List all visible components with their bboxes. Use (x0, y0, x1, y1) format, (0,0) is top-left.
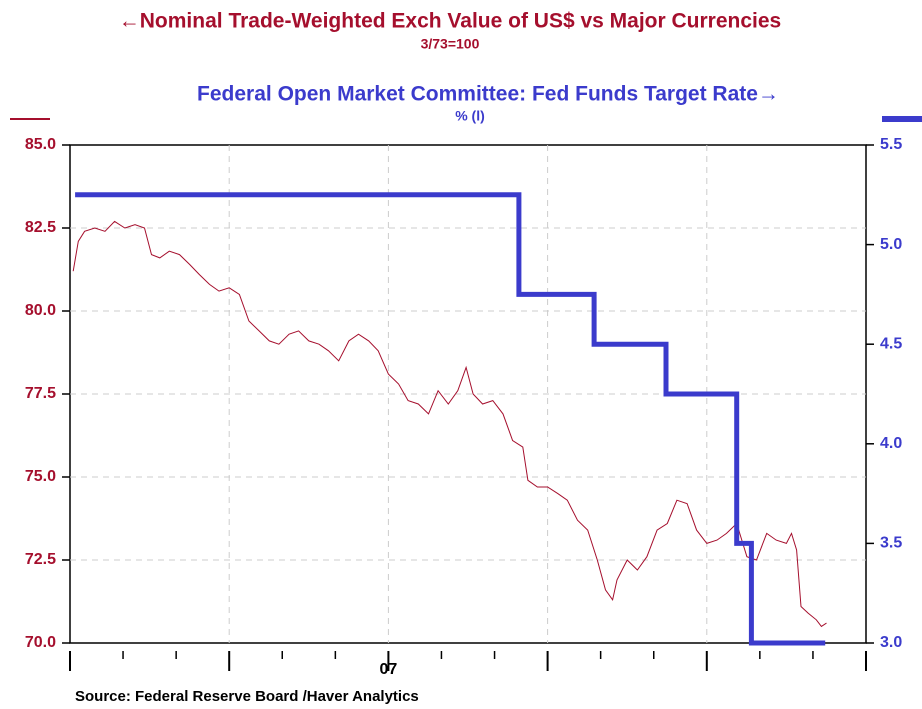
y-tick-label: 80.0 (25, 302, 56, 319)
y2-tick-label: 4.5 (880, 335, 902, 352)
x-tick-label: 07 (380, 661, 398, 678)
y-tick-label: 85.0 (25, 136, 56, 153)
data-line (72, 220, 827, 628)
source: Source: Federal Reserve Board /Haver Ana… (75, 688, 419, 705)
chart-subtitle: 3/73=100 (421, 36, 480, 52)
y2-tick-label: 4.0 (880, 435, 902, 452)
data-line (75, 192, 826, 646)
y-tick-label: 82.5 (25, 219, 56, 236)
y-tick-label: 75.0 (25, 468, 56, 485)
y-tick-label: 70.0 (25, 634, 56, 651)
chart-subtitle-2: % (l) (455, 108, 485, 124)
y2-tick-label: 3.5 (880, 535, 902, 552)
chart-title: ←Nominal Trade-Weighted Exch Value of US… (119, 10, 781, 33)
y-tick-label: 72.5 (25, 551, 56, 568)
y2-tick-label: 5.0 (880, 236, 902, 253)
y2-tick-label: 5.5 (880, 136, 902, 153)
y2-tick-label: 3.0 (880, 634, 902, 651)
chart-title-2: Federal Open Market Committee: Fed Funds… (197, 83, 779, 106)
y-tick-label: 77.5 (25, 385, 56, 402)
